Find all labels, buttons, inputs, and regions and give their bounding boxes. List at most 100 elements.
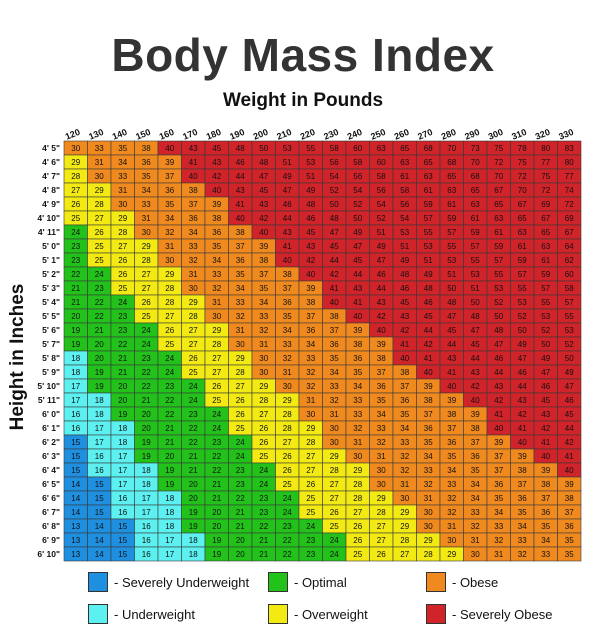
- bmi-value-label: 42: [518, 410, 527, 419]
- bmi-value-label: 15: [118, 522, 127, 531]
- bmi-value-label: 33: [541, 550, 550, 559]
- bmi-value-label: 22: [236, 494, 245, 503]
- bmi-value-label: 26: [189, 354, 198, 363]
- bmi-value-label: 38: [142, 144, 151, 153]
- height-tick-label: 5' 3": [42, 283, 60, 293]
- bmi-value-label: 50: [541, 340, 550, 349]
- bmi-value-label: 33: [400, 438, 409, 447]
- bmi-value-label: 44: [283, 214, 292, 223]
- bmi-value-label: 16: [95, 452, 104, 461]
- bmi-value-label: 42: [494, 396, 503, 405]
- bmi-value-label: 34: [541, 536, 550, 545]
- bmi-value-label: 32: [424, 480, 433, 489]
- bmi-value-label: 40: [236, 214, 245, 223]
- bmi-value-label: 18: [95, 410, 104, 419]
- bmi-value-label: 16: [142, 536, 151, 545]
- bmi-value-label: 50: [471, 298, 480, 307]
- bmi-value-label: 34: [118, 158, 127, 167]
- bmi-value-label: 54: [377, 200, 386, 209]
- bmi-value-label: 35: [471, 466, 480, 475]
- bmi-value-label: 34: [494, 508, 503, 517]
- bmi-value-label: 27: [189, 326, 198, 335]
- bmi-value-label: 27: [306, 466, 315, 475]
- height-tick-label: 5' 5": [42, 311, 60, 321]
- bmi-value-label: 26: [377, 550, 386, 559]
- bmi-value-label: 16: [142, 550, 151, 559]
- weight-tick-label: 310: [510, 127, 528, 142]
- bmi-value-label: 36: [306, 326, 315, 335]
- weight-tick-label: 260: [393, 127, 411, 142]
- bmi-value-label: 38: [353, 340, 362, 349]
- bmi-value-label: 35: [142, 172, 151, 181]
- bmi-value-label: 22: [259, 522, 268, 531]
- bmi-value-label: 19: [118, 410, 127, 419]
- bmi-value-label: 32: [330, 396, 339, 405]
- bmi-value-label: 13: [71, 536, 80, 545]
- bmi-value-label: 63: [447, 186, 456, 195]
- bmi-value-label: 44: [353, 270, 362, 279]
- bmi-value-label: 28: [377, 508, 386, 517]
- bmi-value-label: 38: [189, 186, 198, 195]
- bmi-value-label: 22: [142, 368, 151, 377]
- bmi-value-label: 51: [283, 158, 292, 167]
- bmi-value-label: 23: [259, 508, 268, 517]
- bmi-value-label: 22: [95, 312, 104, 321]
- bmi-value-label: 45: [471, 340, 480, 349]
- legend-swatch: [268, 572, 288, 592]
- bmi-value-label: 44: [424, 326, 433, 335]
- bmi-value-label: 44: [377, 284, 386, 293]
- bmi-value-label: 33: [494, 522, 503, 531]
- bmi-value-label: 30: [95, 172, 104, 181]
- bmi-value-label: 40: [306, 270, 315, 279]
- bmi-value-label: 54: [330, 172, 339, 181]
- bmi-value-label: 39: [518, 452, 527, 461]
- bmi-value-label: 58: [330, 144, 339, 153]
- bmi-value-label: 33: [353, 410, 362, 419]
- bmi-value-label: 57: [471, 242, 480, 251]
- bmi-value-label: 28: [330, 466, 339, 475]
- bmi-value-label: 38: [518, 466, 527, 475]
- bmi-value-label: 21: [189, 466, 198, 475]
- bmi-value-label: 25: [259, 452, 268, 461]
- bmi-value-label: 17: [165, 550, 174, 559]
- bmi-value-label: 80: [541, 144, 550, 153]
- bmi-value-label: 22: [189, 438, 198, 447]
- weight-tick-label: 140: [111, 127, 129, 142]
- bmi-value-label: 25: [212, 396, 221, 405]
- bmi-value-label: 27: [212, 368, 221, 377]
- bmi-value-label: 27: [283, 438, 292, 447]
- weight-tick-label: 150: [134, 127, 152, 142]
- bmi-value-label: 15: [118, 536, 127, 545]
- legend-label: - Severely Underweight: [114, 574, 250, 590]
- bmi-value-label: 36: [541, 508, 550, 517]
- bmi-value-label: 61: [494, 228, 503, 237]
- bmi-value-label: 59: [424, 200, 433, 209]
- height-tick-label: 6' 4": [42, 465, 60, 475]
- bmi-value-label: 22: [165, 396, 174, 405]
- bmi-value-label: 34: [283, 326, 292, 335]
- height-tick-label: 6' 3": [42, 451, 60, 461]
- bmi-value-label: 18: [189, 550, 198, 559]
- bmi-value-label: 26: [353, 536, 362, 545]
- bmi-value-label: 30: [447, 536, 456, 545]
- bmi-value-label: 25: [71, 214, 80, 223]
- bmi-value-label: 27: [259, 410, 268, 419]
- bmi-value-label: 52: [330, 186, 339, 195]
- bmi-value-label: 21: [71, 284, 80, 293]
- bmi-value-label: 69: [565, 214, 574, 223]
- bmi-value-label: 18: [118, 438, 127, 447]
- bmi-value-label: 48: [306, 200, 315, 209]
- bmi-value-label: 56: [330, 158, 339, 167]
- bmi-value-label: 33: [306, 354, 315, 363]
- bmi-value-label: 32: [471, 522, 480, 531]
- bmi-value-label: 27: [142, 284, 151, 293]
- bmi-value-label: 43: [283, 228, 292, 237]
- height-tick-label: 6' 5": [42, 479, 60, 489]
- bmi-value-label: 33: [118, 172, 127, 181]
- bmi-value-label: 48: [400, 270, 409, 279]
- bmi-value-label: 22: [165, 410, 174, 419]
- bmi-value-label: 36: [565, 522, 574, 531]
- bmi-value-label: 29: [71, 158, 80, 167]
- legend-label: - Optimal: [294, 574, 347, 590]
- bmi-value-label: 35: [212, 242, 221, 251]
